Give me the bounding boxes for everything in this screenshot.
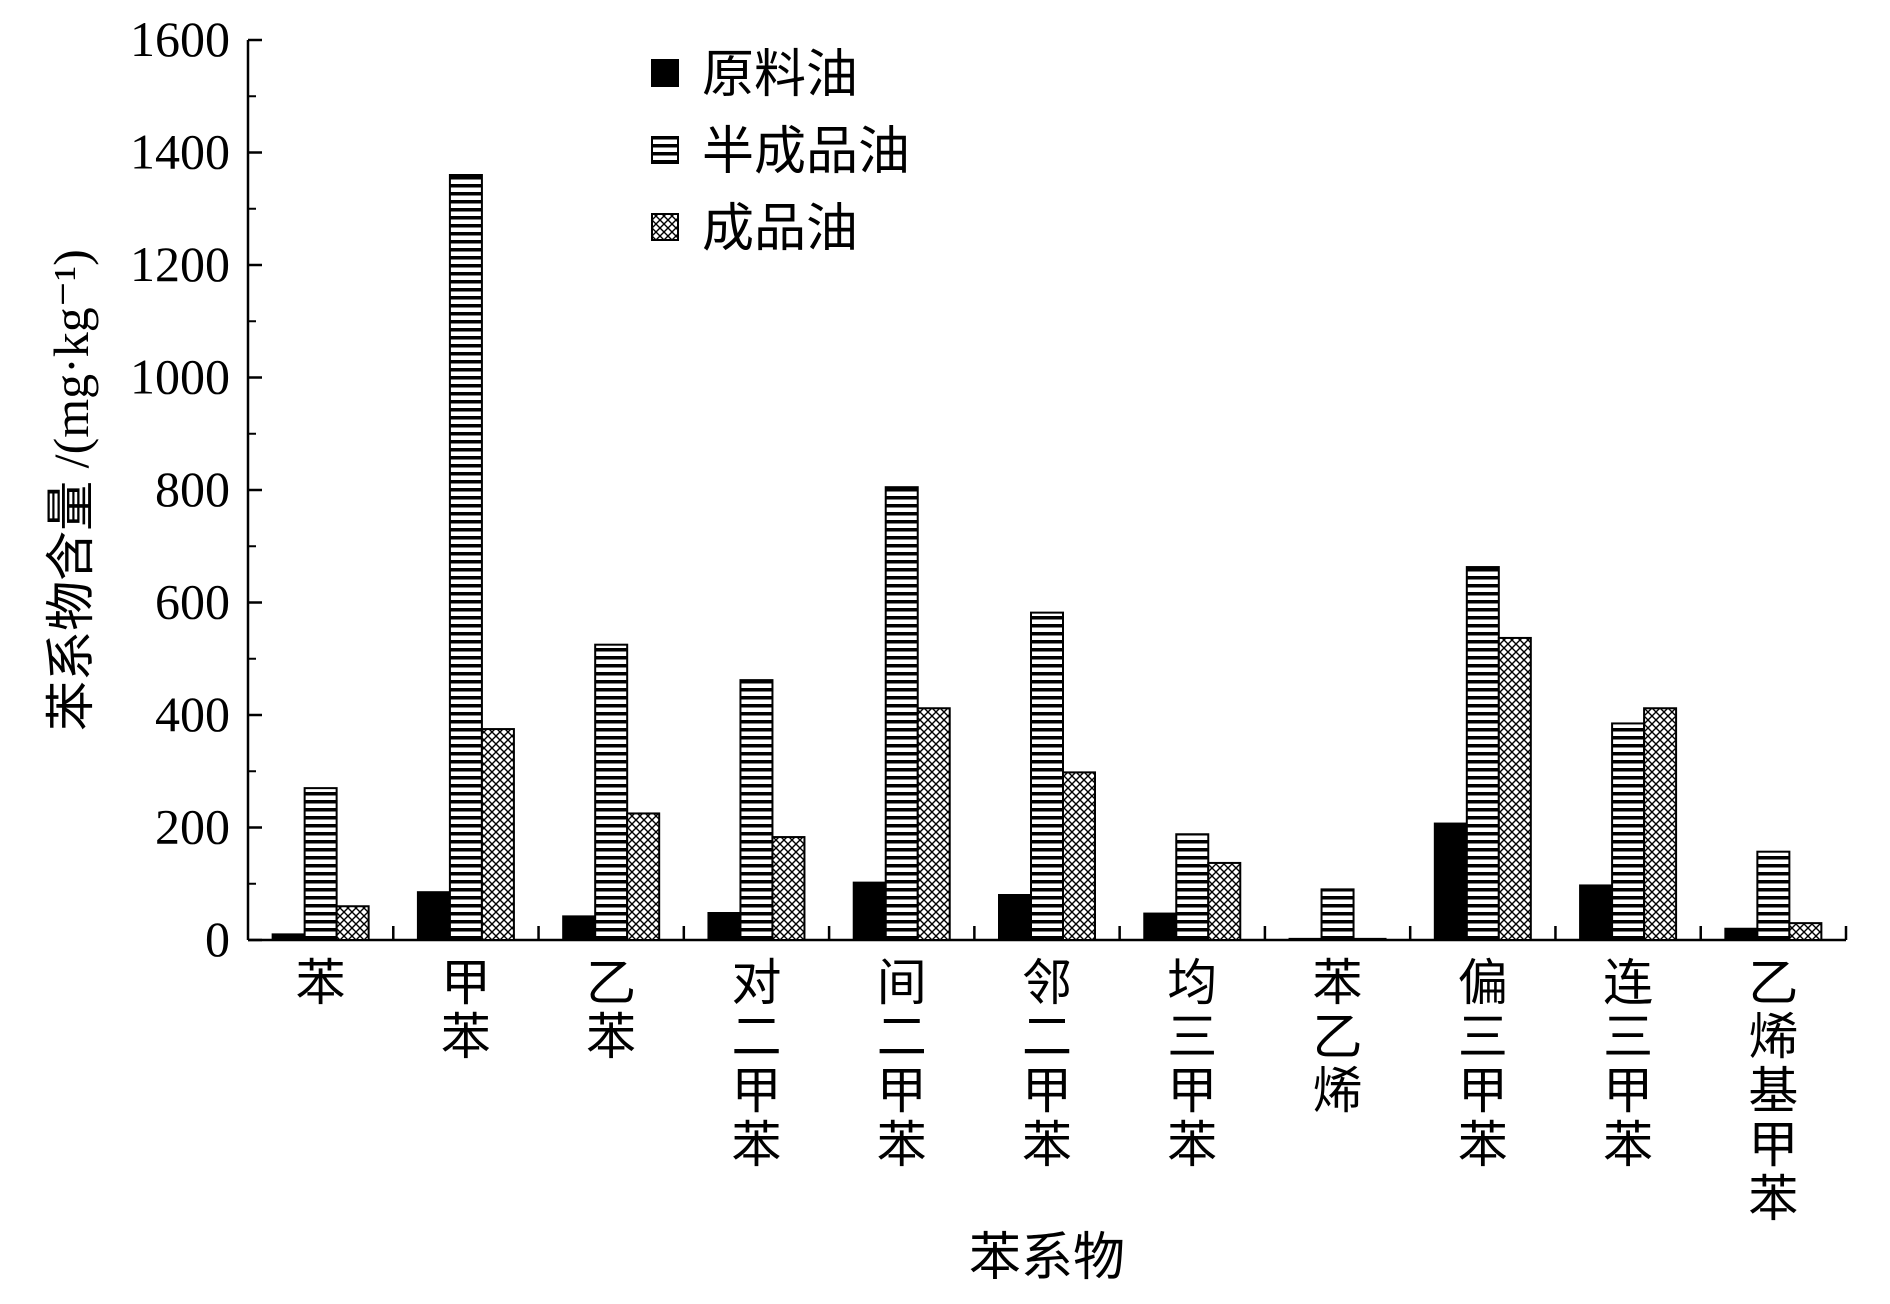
x-category-label: 偏三甲苯 <box>1458 955 1508 1173</box>
bar-semi-product-oil <box>1320 888 1355 941</box>
legend-label: 成品油 <box>702 201 858 258</box>
bar-raw-oil <box>707 912 742 941</box>
bar-semi-product-oil <box>739 679 774 941</box>
y-tick-label: 1000 <box>130 349 230 405</box>
x-category-label: 对二甲苯 <box>731 955 781 1173</box>
bar-product-oil <box>1643 707 1678 941</box>
x-category-label: 邻二甲苯 <box>1022 955 1072 1173</box>
bar-product-oil <box>626 812 661 941</box>
x-category-label: 乙烯基甲苯 <box>1748 955 1798 1227</box>
bar-semi-product-oil <box>448 174 483 941</box>
bar-semi-product-oil <box>303 787 338 941</box>
legend-label: 原料油 <box>702 47 858 104</box>
bar-raw-oil <box>998 894 1032 941</box>
bar-product-oil <box>1788 922 1823 941</box>
bar-semi-product-oil <box>1030 611 1064 941</box>
bar-product-oil <box>1497 636 1532 941</box>
bar-product-oil <box>771 836 806 941</box>
y-tick-label: 1400 <box>130 124 230 180</box>
bar-product-oil <box>1352 937 1387 941</box>
bar-raw-oil <box>852 881 887 941</box>
bar-product-oil <box>335 905 370 941</box>
bar-raw-oil <box>1288 937 1323 941</box>
bar-semi-product-oil <box>1611 722 1646 941</box>
x-category-label: 苯 <box>296 955 346 1011</box>
bar-product-oil <box>1062 771 1096 941</box>
bar-raw-oil <box>1433 822 1468 941</box>
x-category-label: 间二甲苯 <box>877 955 927 1173</box>
x-category-label: 均三甲苯 <box>1167 955 1217 1173</box>
bar-semi-product-oil <box>1756 850 1791 941</box>
bar-semi-product-oil <box>594 643 629 941</box>
bar-raw-oil <box>1579 884 1614 941</box>
bar-product-oil <box>480 728 515 941</box>
bar-raw-oil <box>1724 927 1759 941</box>
x-category-label: 苯乙烯 <box>1313 955 1363 1119</box>
y-tick-label: 0 <box>205 911 230 967</box>
bar-raw-oil <box>271 933 306 941</box>
legend-label: 半成品油 <box>702 124 910 181</box>
y-axis-label: 苯系物含量 /(mg·kg⁻¹) <box>43 249 99 731</box>
y-tick-label: 600 <box>155 574 230 630</box>
bar-product-oil <box>916 707 951 941</box>
bar-semi-product-oil <box>884 486 919 941</box>
x-category-label: 甲苯 <box>441 955 491 1065</box>
bar-raw-oil <box>562 915 597 941</box>
legend-swatch <box>651 213 679 241</box>
y-tick-label: 1200 <box>130 236 230 292</box>
x-axis-label: 苯系物 <box>969 1230 1125 1287</box>
bar-semi-product-oil <box>1465 566 1500 941</box>
y-tick-label: 800 <box>155 461 230 517</box>
x-category-label: 乙苯 <box>586 955 636 1065</box>
y-tick-label: 200 <box>155 799 230 855</box>
legend-swatch <box>651 136 679 164</box>
bar-product-oil <box>1207 861 1242 941</box>
bar-semi-product-oil <box>1175 833 1210 941</box>
x-category-label: 连三甲苯 <box>1603 955 1653 1173</box>
bar-raw-oil <box>416 891 451 941</box>
legend-swatch <box>651 59 679 87</box>
bar-raw-oil <box>1143 912 1178 941</box>
y-tick-label: 400 <box>155 686 230 742</box>
y-tick-label: 1600 <box>130 11 230 67</box>
